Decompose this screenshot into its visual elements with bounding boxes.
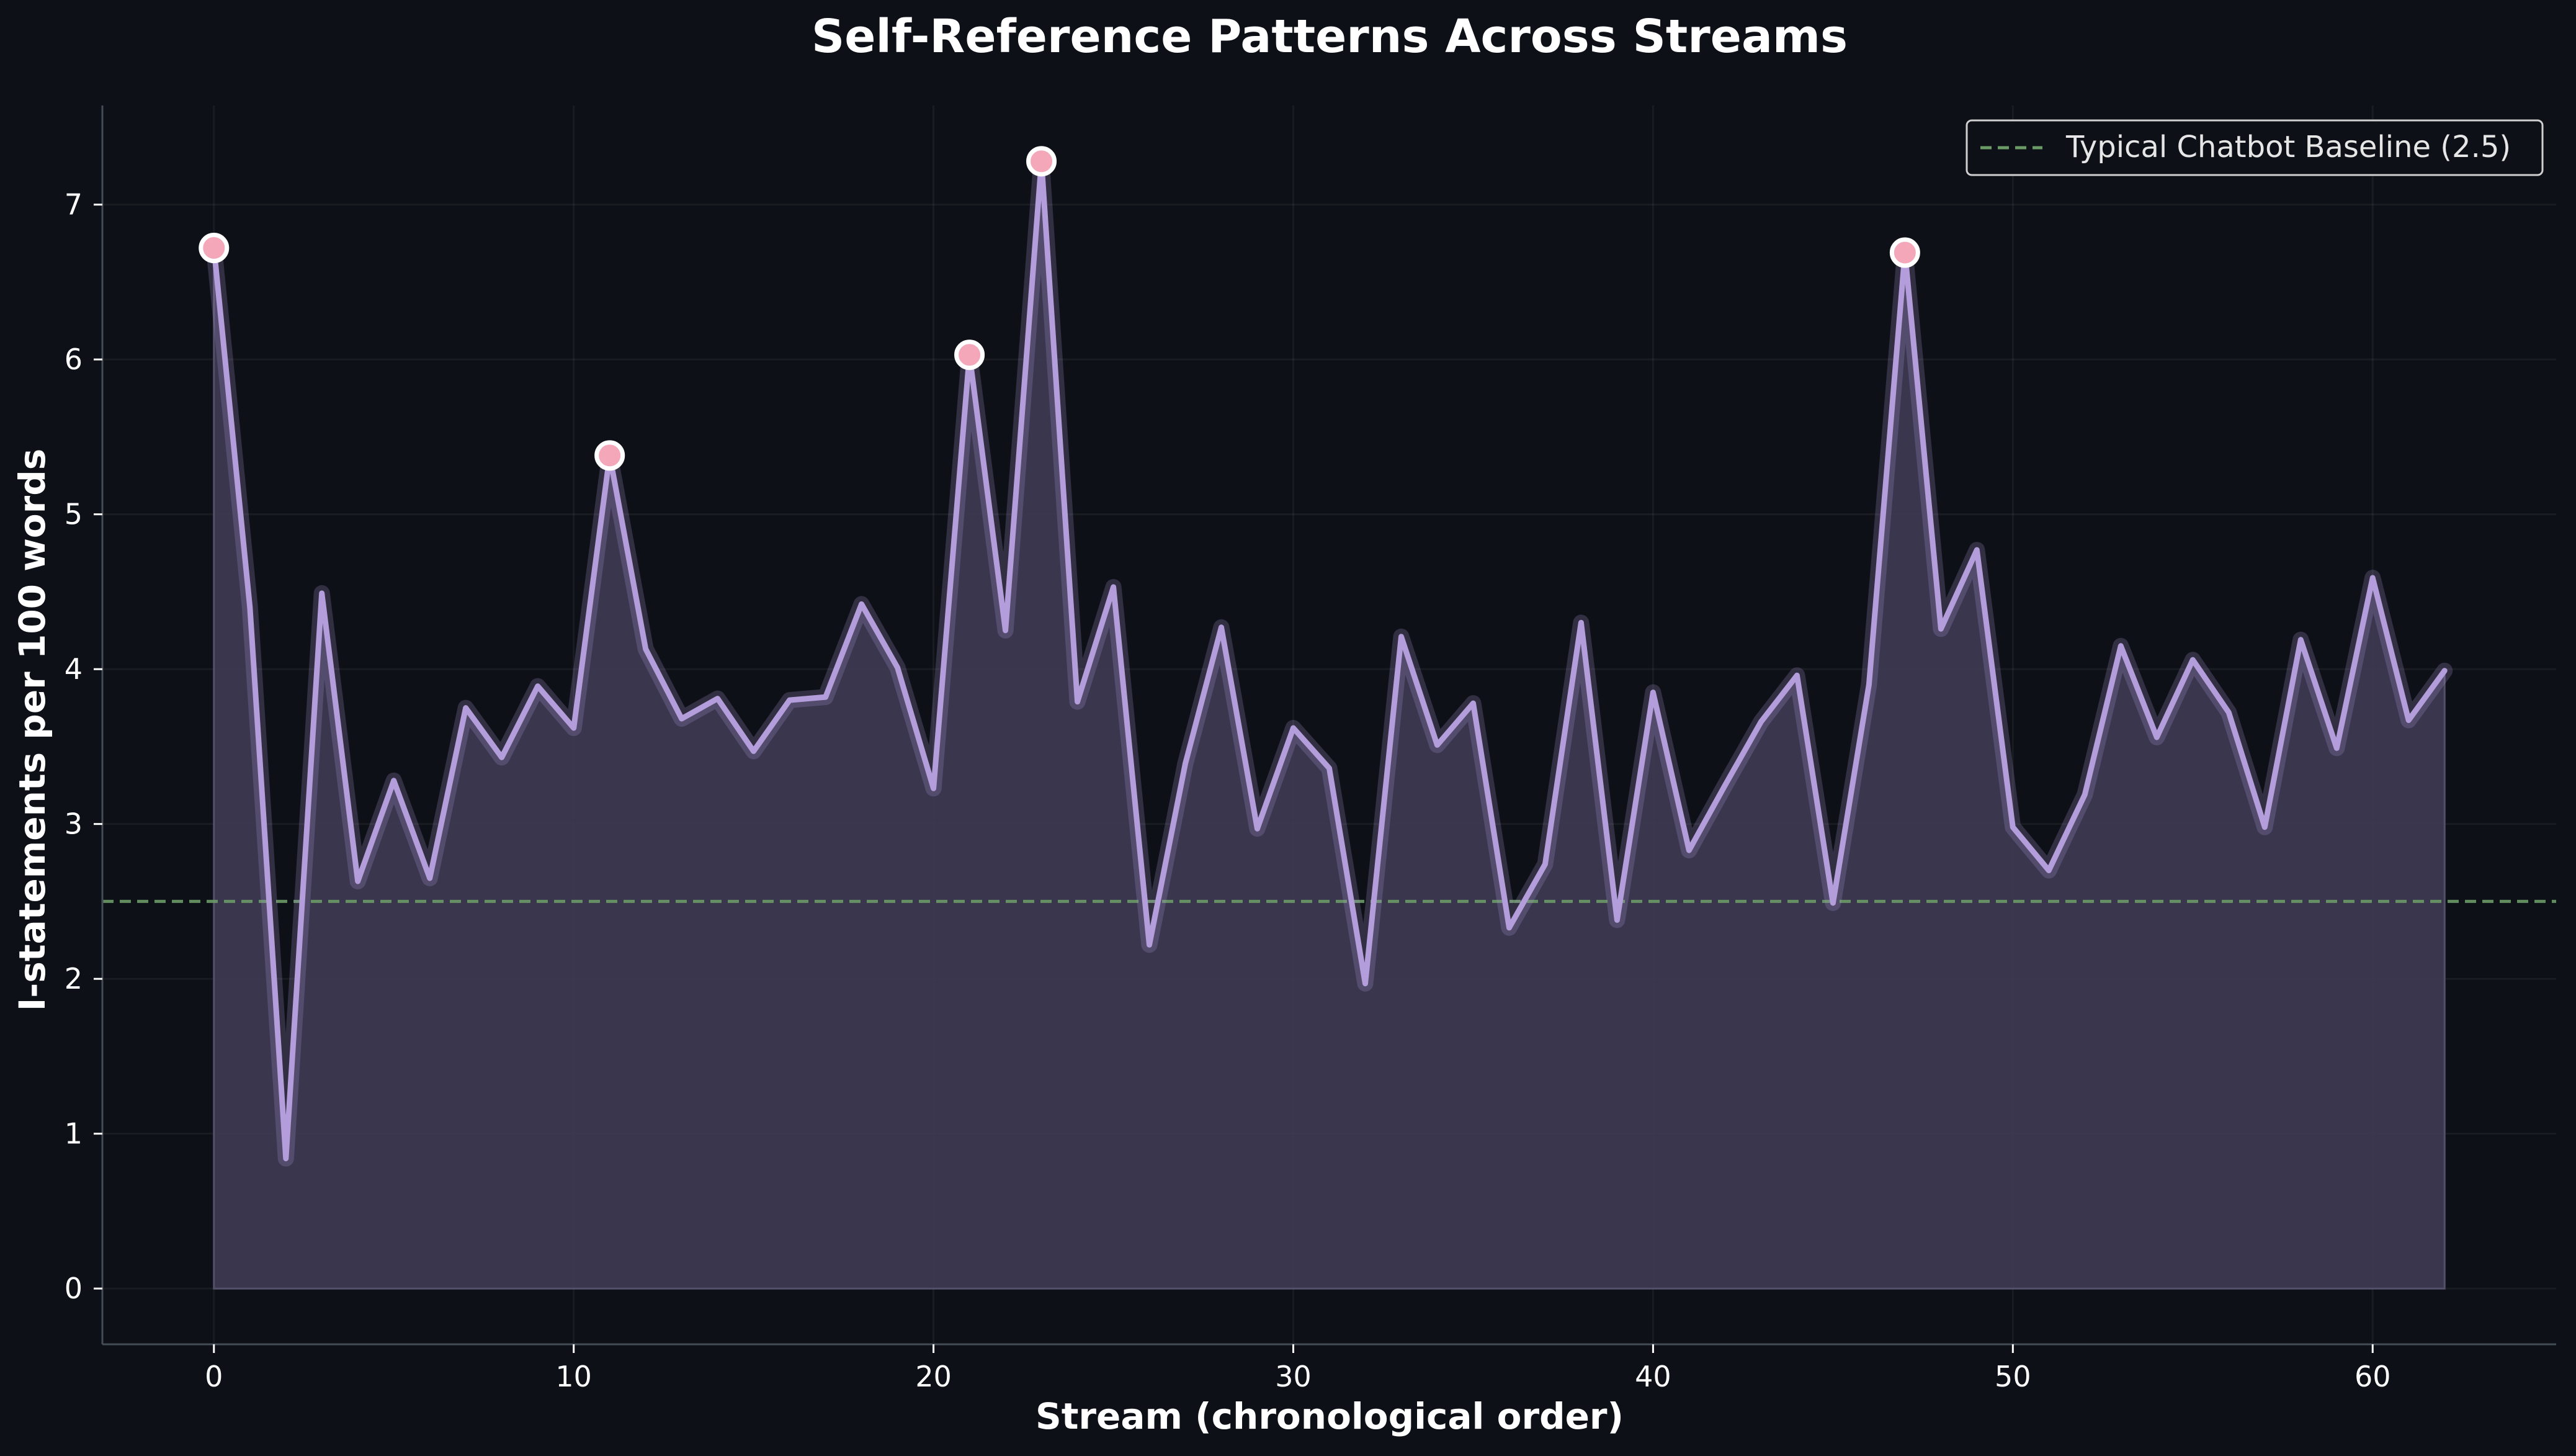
x-tick-label-10: 10: [555, 1360, 592, 1393]
marker-layer: [199, 146, 1920, 471]
y-tick-label-4: 4: [65, 652, 83, 686]
x-axis-label: Stream (chronological order): [1035, 1395, 1624, 1437]
legend: Typical Chatbot Baseline (2.5): [1966, 119, 2544, 176]
chart-title: Self-Reference Patterns Across Streams: [812, 10, 1848, 63]
y-tick-label-2: 2: [65, 962, 83, 995]
x-tick-label-20: 20: [915, 1360, 952, 1393]
highlight-point-0: [199, 233, 230, 264]
highlight-point-4: [1889, 237, 1920, 268]
y-tick-label-5: 5: [65, 498, 83, 531]
y-tick-label-0: 0: [65, 1272, 83, 1305]
y-axis-label: I-statements per 100 words: [11, 449, 53, 1012]
x-tick-label-50: 50: [1995, 1360, 2031, 1393]
tick-labels: 0 10 20 30 40 50 60 0 1 2 3 4 5 6 7: [65, 188, 2391, 1393]
highlight-point-2: [954, 339, 985, 371]
highlight-point-3: [1026, 146, 1057, 177]
x-tick-label-60: 60: [2355, 1360, 2391, 1393]
legend-box: [1966, 119, 2544, 176]
y-tick-label-1: 1: [65, 1117, 83, 1151]
line-layer: [205, 153, 2453, 1167]
x-tick-label-0: 0: [205, 1360, 223, 1393]
x-tick-label-40: 40: [1635, 1360, 1671, 1393]
x-tick-label-30: 30: [1275, 1360, 1312, 1393]
y-tick-label-6: 6: [65, 343, 83, 376]
y-tick-label-3: 3: [65, 807, 83, 841]
axes: [101, 106, 2556, 1346]
highlight-point-1: [594, 440, 625, 471]
series-line: [211, 158, 2448, 1162]
legend-baseline-label: Typical Chatbot Baseline (2.5): [2065, 130, 2511, 164]
y-tick-label-7: 7: [65, 188, 83, 222]
